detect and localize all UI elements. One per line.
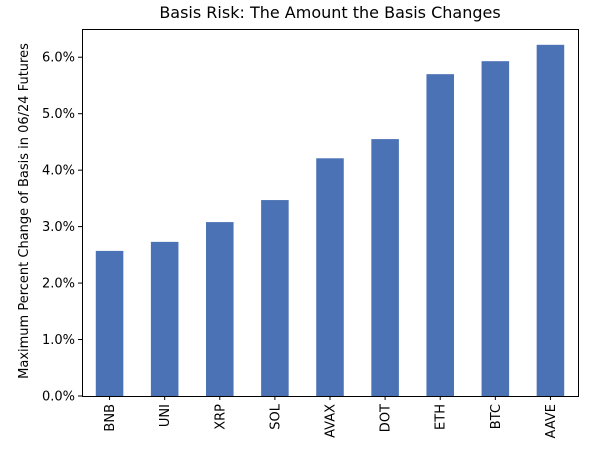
x-tick-label-xrp: XRP <box>213 404 228 430</box>
plot-frame <box>82 29 579 397</box>
bar-dot <box>371 139 399 396</box>
bar-btc <box>481 61 510 397</box>
bar-eth <box>426 74 454 397</box>
y-tick-label: 5.0% <box>42 107 75 122</box>
y-tick-label: 6.0% <box>42 51 75 66</box>
x-tick-label-eth: ETH <box>434 404 449 430</box>
bar-aave <box>536 44 565 396</box>
y-axis-ticks: 0.0% 1.0% 2.0% 3.0% 4.0% 5.0% 6.0% <box>42 51 82 405</box>
bars-group <box>95 44 565 397</box>
x-tick-label-uni: UNI <box>158 404 173 427</box>
x-tick-label-btc: BTC <box>489 404 504 429</box>
y-tick-label: 3.0% <box>42 220 75 235</box>
y-tick-label: 4.0% <box>42 164 75 179</box>
y-tick-label: 0.0% <box>42 390 75 405</box>
bar-sol <box>261 200 289 396</box>
y-axis-label: Maximum Percent Change of Basis in 06/24… <box>17 43 32 379</box>
x-tick-label-avax: AVAX <box>324 404 339 438</box>
x-tick-label-aave: AAVE <box>544 404 559 438</box>
chart-title: Basis Risk: The Amount the Basis Changes <box>159 3 500 22</box>
bar-bnb <box>95 250 124 396</box>
x-tick-label-bnb: BNB <box>103 404 118 432</box>
bar-uni <box>150 241 179 396</box>
x-axis-ticks: BNB UNI XRP SOL AVAX DOT ETH BTC AAVE <box>103 396 559 438</box>
bar-xrp <box>206 222 234 396</box>
x-tick-label-sol: SOL <box>268 403 283 429</box>
y-tick-label: 1.0% <box>42 333 75 348</box>
bar-avax <box>316 158 344 396</box>
y-tick-label: 2.0% <box>42 277 75 292</box>
x-tick-label-dot: DOT <box>379 404 394 432</box>
